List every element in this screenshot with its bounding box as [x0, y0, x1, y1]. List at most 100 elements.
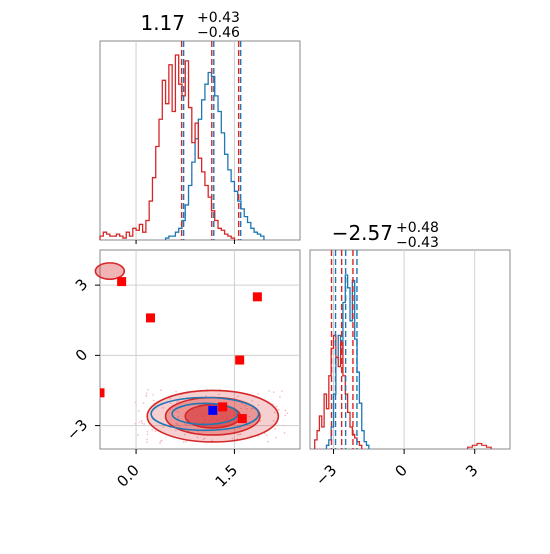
sample-dot: [257, 393, 259, 395]
ytick-label-2: −3: [63, 416, 91, 444]
contour-4: [171, 402, 239, 426]
sample-dot: [162, 425, 165, 428]
title-top-left-value: 1.17: [140, 11, 185, 35]
sample-dot: [244, 404, 247, 407]
marker-point-6: [237, 414, 247, 424]
sample-dot: [272, 419, 275, 422]
title-top-left-lower: −0.46: [197, 25, 240, 41]
xtick-label-0: 0.0: [113, 461, 143, 491]
sample-dot: [231, 437, 234, 440]
histogram-top-left: [99, 54, 265, 240]
sample-dot: [146, 438, 148, 441]
sample-dot: [237, 395, 239, 398]
sample-dot: [268, 390, 270, 392]
title-bottom-right-lower: −0.43: [396, 235, 439, 251]
sample-dot: [147, 389, 149, 391]
marker-point-5: [218, 402, 228, 412]
sample-dot: [284, 414, 286, 417]
title-bottom-right-value: −2.57: [332, 221, 393, 245]
sample-dot: [174, 429, 177, 432]
sample-dot: [283, 424, 286, 427]
contour-3: [150, 396, 260, 432]
sample-dot: [284, 409, 287, 412]
title-top-left-upper: +0.43: [197, 10, 240, 26]
sample-dot: [205, 395, 207, 397]
sample-dot: [185, 424, 188, 426]
sample-dot: [159, 440, 162, 442]
hist-tail-red: [467, 442, 492, 449]
sample-dot: [263, 432, 266, 435]
sample-dot: [281, 390, 283, 392]
sample-dot: [204, 437, 206, 440]
sample-dot: [239, 427, 241, 429]
xticks-bottom-right: −3 0 3: [312, 449, 482, 489]
sample-dot: [161, 439, 163, 442]
sample-dot: [286, 412, 288, 415]
sample-dot: [134, 401, 137, 404]
sample-dot: [152, 393, 154, 396]
panel-top-left: 1.17 +0.43 −0.46: [99, 10, 301, 244]
sample-dot: [176, 423, 179, 425]
sample-dot: [175, 390, 177, 393]
xtick-label-1: 0: [391, 461, 410, 480]
sample-dot: [160, 389, 162, 391]
sample-dot: [266, 434, 268, 437]
sample-dot: [272, 391, 275, 393]
marker-point-7: [208, 405, 218, 415]
sample-dot: [259, 420, 262, 422]
sample-dot: [138, 421, 141, 424]
sample-dot: [146, 433, 149, 436]
sample-dot: [159, 442, 161, 444]
hist-series-1: [314, 334, 363, 449]
sample-dot: [275, 405, 278, 408]
sample-dot: [169, 402, 172, 405]
sample-dot: [236, 434, 239, 436]
sample-dot: [184, 423, 186, 425]
xtick-label-2: 3: [462, 461, 481, 480]
sample-dot: [146, 431, 149, 433]
sample-dot: [140, 420, 143, 422]
yticks-bottom-left: 3 0 −3: [63, 275, 100, 444]
sample-dot: [248, 415, 251, 418]
sample-dot: [178, 400, 180, 402]
sample-dot: [283, 432, 286, 434]
marker-point-4: [100, 388, 105, 398]
sample-dot: [250, 407, 253, 410]
quantile-lines-bottom-right: [330, 250, 358, 449]
contours-bottom-left: [94, 262, 288, 444]
sample-dot: [182, 441, 185, 443]
title-bottom-right-upper: +0.48: [396, 220, 439, 236]
sample-dot: [274, 428, 276, 430]
sample-dot: [202, 438, 205, 440]
sample-dot: [162, 406, 164, 409]
sample-dot: [211, 439, 213, 442]
sample-dot: [239, 433, 242, 435]
sample-dot: [185, 440, 187, 443]
marker-point-3: [235, 355, 245, 365]
sample-dot: [137, 434, 139, 436]
sample-dot: [154, 430, 157, 432]
sample-dot: [257, 404, 260, 406]
grid-top-left: [135, 41, 235, 244]
sample-dot: [251, 400, 254, 402]
sample-dot: [196, 436, 199, 439]
sample-dot: [183, 433, 186, 436]
sample-dot: [177, 416, 179, 418]
xtick-label-0: −3: [312, 461, 340, 489]
sample-dot: [145, 392, 148, 395]
sample-dot: [241, 402, 243, 405]
points-bottom-left: [100, 277, 262, 424]
ytick-label-0: 3: [72, 275, 91, 294]
sample-dot: [175, 401, 178, 403]
sample-dot: [169, 397, 172, 400]
sample-dot: [246, 407, 248, 410]
marker-point-0: [117, 277, 127, 287]
sample-dot: [278, 409, 280, 411]
marker-point-2: [252, 292, 262, 302]
panel-bottom-left: 0.0 1.5 3 0 −3: [63, 249, 301, 491]
sample-dot: [240, 407, 243, 410]
sample-dot: [143, 423, 145, 425]
marker-point-1: [145, 313, 155, 323]
